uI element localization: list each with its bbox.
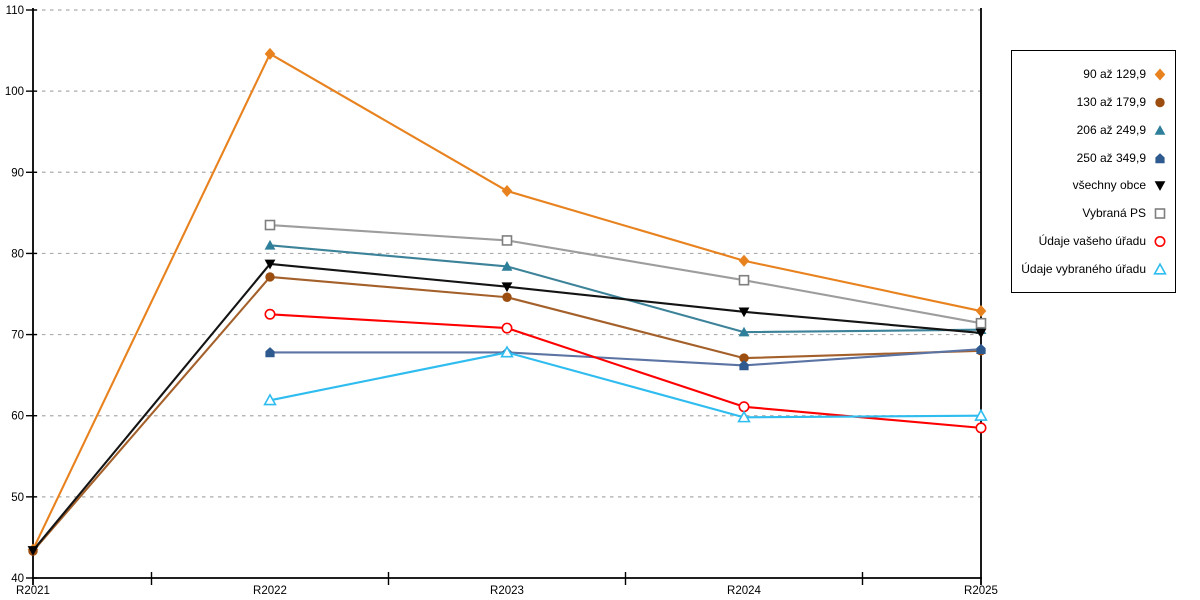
triangle-up-marker xyxy=(738,326,750,337)
series-4-line xyxy=(31,262,983,552)
legend-item: 130 až 179,9 xyxy=(1016,89,1167,115)
series-3 xyxy=(265,343,986,371)
legend-label: Údaje vybraného úřadu xyxy=(1021,262,1146,277)
triangle-down-marker xyxy=(264,259,276,270)
legend-label: Údaje vašeho úřadu xyxy=(1038,234,1146,249)
triangle-up-marker xyxy=(737,410,751,423)
triangle-up-marker xyxy=(501,261,513,271)
legend: 90 až 129,9 130 až 179,9 206 až 249,9 25… xyxy=(1011,50,1176,293)
open-circle-icon xyxy=(1153,234,1167,248)
open-square-icon xyxy=(1153,206,1167,220)
circle-icon xyxy=(1153,95,1167,109)
pentagon-icon xyxy=(1153,151,1167,165)
legend-item: všechny obce xyxy=(1016,172,1167,198)
circle-marker xyxy=(738,401,750,413)
legend-label: 206 až 249,9 xyxy=(1076,122,1146,137)
series-1 xyxy=(28,272,986,556)
triangle-down-marker xyxy=(27,546,39,556)
x-axis-label: R2024 xyxy=(727,585,761,597)
circle-marker xyxy=(975,422,987,434)
series-5-line xyxy=(268,223,983,325)
diamond-marker xyxy=(738,254,750,267)
triangle-down-marker xyxy=(501,282,513,293)
triangle-down-marker xyxy=(738,307,750,318)
series-3-line xyxy=(268,348,983,367)
square-marker xyxy=(975,317,987,329)
x-axis-label: R2021 xyxy=(16,585,50,597)
legend-label: všechny obce xyxy=(1072,178,1146,193)
circle-marker xyxy=(739,353,749,363)
triangle-up-marker xyxy=(264,239,276,250)
circle-marker xyxy=(502,292,512,302)
circle-marker xyxy=(501,322,513,334)
x-axis-label: R2023 xyxy=(490,585,524,597)
square-marker xyxy=(501,235,513,246)
legend-item: 206 až 249,9 xyxy=(1016,117,1167,143)
diamond-marker xyxy=(501,184,513,197)
diamond-marker xyxy=(264,47,276,60)
x-axis-label: R2022 xyxy=(253,585,287,597)
x-axis-label: R2025 xyxy=(964,585,998,597)
circle-marker xyxy=(265,272,275,282)
legend-item: 250 až 349,9 xyxy=(1016,145,1167,171)
legend-label: 90 až 129,9 xyxy=(1083,66,1146,81)
series-7-line xyxy=(268,351,983,419)
triangle-up-marker xyxy=(974,408,988,421)
legend-label: 250 až 349,9 xyxy=(1076,150,1146,165)
triangle-down-marker xyxy=(975,328,987,339)
diamond-icon xyxy=(1153,67,1167,81)
triangle-down-icon xyxy=(1153,178,1167,192)
triangle-up-marker xyxy=(263,393,277,406)
y-axis-label: 80 xyxy=(11,248,24,260)
y-axis-label: 60 xyxy=(11,411,24,423)
legend-item: Údaje vašeho úřadu xyxy=(1016,228,1167,254)
series-7 xyxy=(263,345,988,423)
legend-label: 130 až 179,9 xyxy=(1076,94,1146,109)
y-axis-label: 110 xyxy=(6,5,24,17)
triangle-up-marker xyxy=(500,345,514,358)
pentagon-marker xyxy=(265,347,275,358)
pentagon-marker xyxy=(739,360,749,371)
y-axis-label: 50 xyxy=(11,492,24,504)
series-5 xyxy=(264,219,987,329)
legend-label: Vybraná PS xyxy=(1082,206,1146,221)
square-marker xyxy=(738,274,750,286)
square-marker xyxy=(264,219,276,231)
y-axis-label: 90 xyxy=(11,167,24,179)
circle-marker xyxy=(264,308,276,320)
open-triangle-icon xyxy=(1153,262,1167,276)
series-4 xyxy=(27,259,987,556)
y-axis-label: 40 xyxy=(11,573,24,585)
diamond-marker xyxy=(975,305,987,318)
legend-item: Vybraná PS xyxy=(1016,200,1167,226)
y-axis-label: 100 xyxy=(5,86,24,98)
triangle-up-icon xyxy=(1153,123,1167,137)
series-1-line xyxy=(31,275,983,553)
legend-item: 90 až 129,9 xyxy=(1016,61,1167,87)
y-axis-label: 70 xyxy=(11,330,24,342)
legend-item: Údaje vybraného úřadu xyxy=(1016,256,1167,282)
pentagon-marker xyxy=(976,343,986,354)
